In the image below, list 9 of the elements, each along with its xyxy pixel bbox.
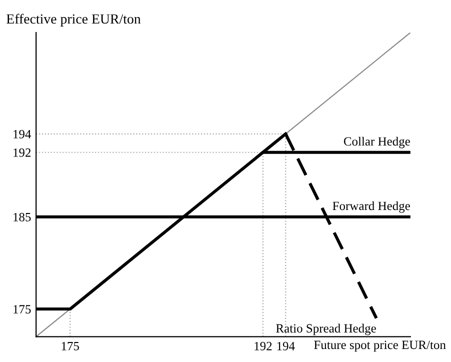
y-tick-label: 194 [14, 130, 32, 138]
y-tick-label: 175 [14, 305, 31, 314]
x-tick-label: 175 [62, 342, 79, 350]
y-axis-title: Effective price EUR/ton [6, 14, 141, 26]
y-tick-label: 185 [14, 212, 31, 222]
y-tick-label: 192 [14, 148, 31, 157]
x-tick-label: 192 [254, 342, 272, 350]
x-tick-label: 194 [277, 342, 295, 350]
x-axis-title: Future spot price EUR/ton [314, 340, 446, 352]
